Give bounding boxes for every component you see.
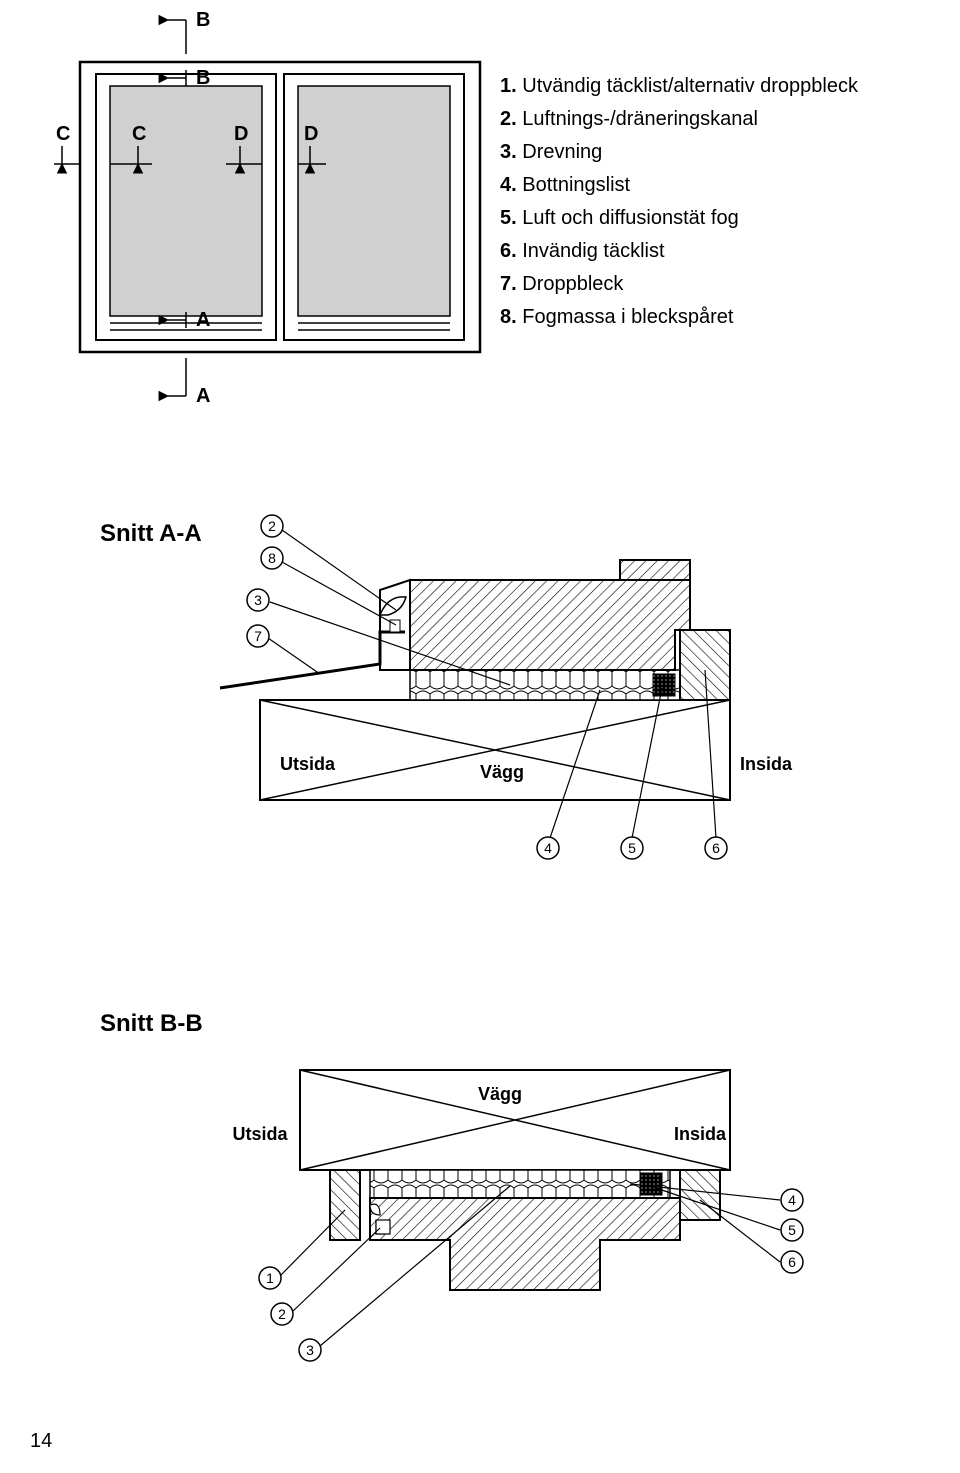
label-c-outer: C	[56, 123, 70, 145]
svg-text:3: 3	[306, 1342, 314, 1358]
page: B B C C D D	[0, 0, 960, 1473]
callout-6: 6	[705, 837, 727, 859]
callout-6b: 6	[781, 1251, 803, 1273]
svg-text:2: 2	[278, 1306, 286, 1322]
callout-2b: 2	[271, 1303, 293, 1325]
window-diagram: B B C C D D	[40, 0, 520, 420]
callout-1: 1	[259, 1267, 281, 1289]
callout-5b: 5	[781, 1219, 803, 1241]
label-insida-aa: Insida	[740, 754, 793, 774]
label-utsida-bb: Utsida	[232, 1124, 288, 1144]
callout-3: 3	[247, 589, 269, 611]
label-c-inner: C	[132, 123, 146, 145]
arrow-c-outer: C	[54, 123, 80, 164]
legend-item: 1. Utvändig täcklist/alternativ droppble…	[500, 70, 858, 103]
legend-item: 2. Luftnings-/dräneringskanal	[500, 103, 858, 136]
arrow-a-bottom: A	[168, 358, 210, 407]
legend-list: 1. Utvändig täcklist/alternativ droppble…	[500, 70, 858, 334]
svg-text:5: 5	[628, 840, 636, 856]
svg-text:7: 7	[254, 628, 262, 644]
label-b-inner: B	[196, 67, 210, 89]
callout-8: 8	[261, 547, 283, 569]
snitt-bb-diagram: 1 2 3 4 5 6 Utsida Vägg Insida	[80, 1030, 900, 1390]
label-insida-bb: Insida	[674, 1124, 727, 1144]
label-utsida-aa: Utsida	[280, 754, 336, 774]
legend-item: 7. Droppbleck	[500, 268, 858, 301]
svg-text:3: 3	[254, 592, 262, 608]
label-vagg-aa: Vägg	[480, 762, 524, 782]
label-b-top: B	[196, 9, 210, 31]
svg-text:2: 2	[268, 518, 276, 534]
label-a-bottom: A	[196, 385, 210, 407]
callout-5: 5	[621, 837, 643, 859]
callout-4b: 4	[781, 1189, 803, 1211]
svg-text:5: 5	[788, 1222, 796, 1238]
legend-item: 5. Luft och diffusionstät fog	[500, 202, 858, 235]
callout-2: 2	[261, 515, 283, 537]
snitt-aa-diagram: 2 8 3 7 4 5 6 Utsida Vägg Insida	[80, 470, 900, 870]
label-d-inner: D	[234, 123, 248, 145]
callout-4: 4	[537, 837, 559, 859]
callout-3b: 3	[299, 1339, 321, 1361]
legend-item: 4. Bottningslist	[500, 169, 858, 202]
svg-text:1: 1	[266, 1270, 274, 1286]
callout-7: 7	[247, 625, 269, 647]
svg-text:4: 4	[788, 1192, 796, 1208]
label-a-inner: A	[196, 309, 210, 331]
svg-text:6: 6	[712, 840, 720, 856]
svg-text:4: 4	[544, 840, 552, 856]
svg-text:6: 6	[788, 1254, 796, 1270]
page-number: 14	[30, 1430, 52, 1453]
arrow-b-top: B	[168, 9, 210, 54]
label-d-outer: D	[304, 123, 318, 145]
legend-item: 8. Fogmassa i bleckspåret	[500, 301, 858, 334]
label-vagg-bb: Vägg	[478, 1084, 522, 1104]
legend-item: 6. Invändig täcklist	[500, 235, 858, 268]
legend-item: 3. Drevning	[500, 136, 858, 169]
svg-text:8: 8	[268, 550, 276, 566]
